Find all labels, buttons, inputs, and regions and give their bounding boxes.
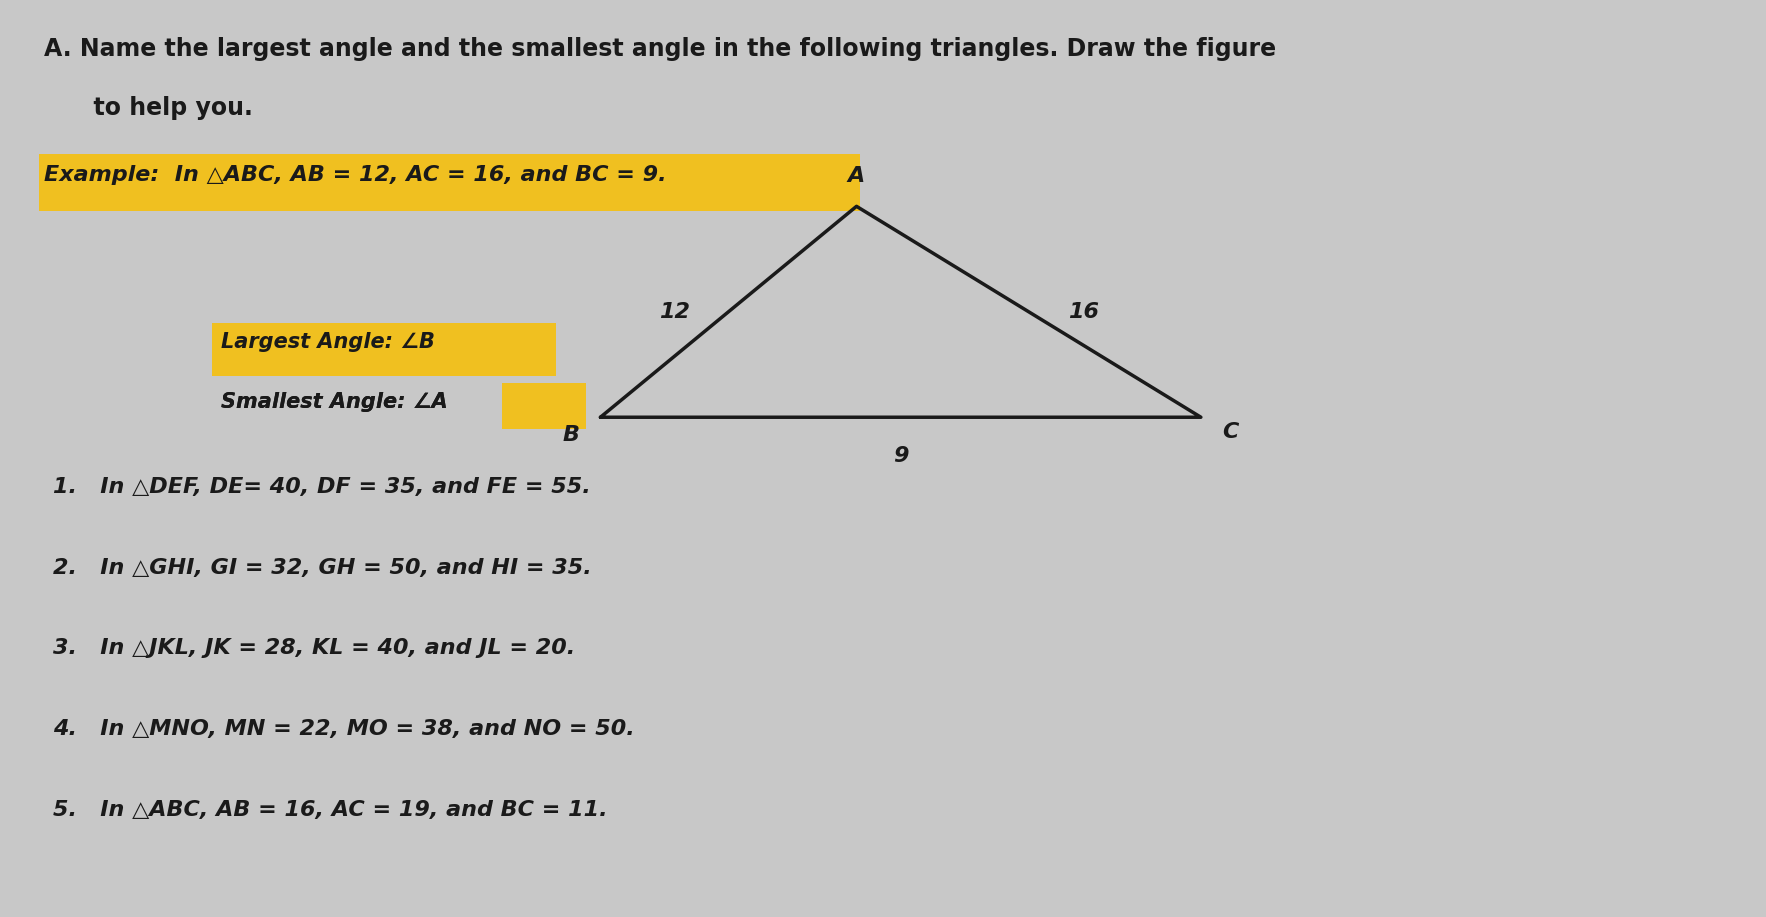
FancyBboxPatch shape xyxy=(502,383,586,429)
Text: 3.   In △JKL, JK = 28, KL = 40, and JL = 20.: 3. In △JKL, JK = 28, KL = 40, and JL = 2… xyxy=(53,638,576,658)
Text: 12: 12 xyxy=(659,302,689,322)
Text: 4.   In △MNO, MN = 22, MO = 38, and NO = 50.: 4. In △MNO, MN = 22, MO = 38, and NO = 5… xyxy=(53,719,634,739)
Text: Example:  In △ABC, AB = 12, AC = 16, and BC = 9.: Example: In △ABC, AB = 12, AC = 16, and … xyxy=(44,165,668,185)
Text: A: A xyxy=(848,166,865,186)
Text: B: B xyxy=(562,425,579,445)
Text: Smallest Angle: ∠A: Smallest Angle: ∠A xyxy=(221,392,447,413)
Text: 2.   In △GHI, GI = 32, GH = 50, and HI = 35.: 2. In △GHI, GI = 32, GH = 50, and HI = 3… xyxy=(53,558,592,578)
Text: A. Name the largest angle and the smallest angle in the following triangles. Dra: A. Name the largest angle and the smalle… xyxy=(44,37,1277,61)
FancyBboxPatch shape xyxy=(212,323,556,376)
Text: 16: 16 xyxy=(1067,302,1098,322)
Text: 1.   In △DEF, DE= 40, DF = 35, and FE = 55.: 1. In △DEF, DE= 40, DF = 35, and FE = 55… xyxy=(53,477,592,497)
Text: Smallest Angle: ∠A: Smallest Angle: ∠A xyxy=(221,392,447,413)
Text: to help you.: to help you. xyxy=(44,96,253,120)
Text: 5.   In △ABC, AB = 16, AC = 19, and BC = 11.: 5. In △ABC, AB = 16, AC = 19, and BC = 1… xyxy=(53,800,608,820)
Text: 9: 9 xyxy=(894,446,908,466)
FancyBboxPatch shape xyxy=(39,154,860,211)
Text: Largest Angle: ∠B: Largest Angle: ∠B xyxy=(221,332,434,352)
Text: C: C xyxy=(1222,422,1238,442)
